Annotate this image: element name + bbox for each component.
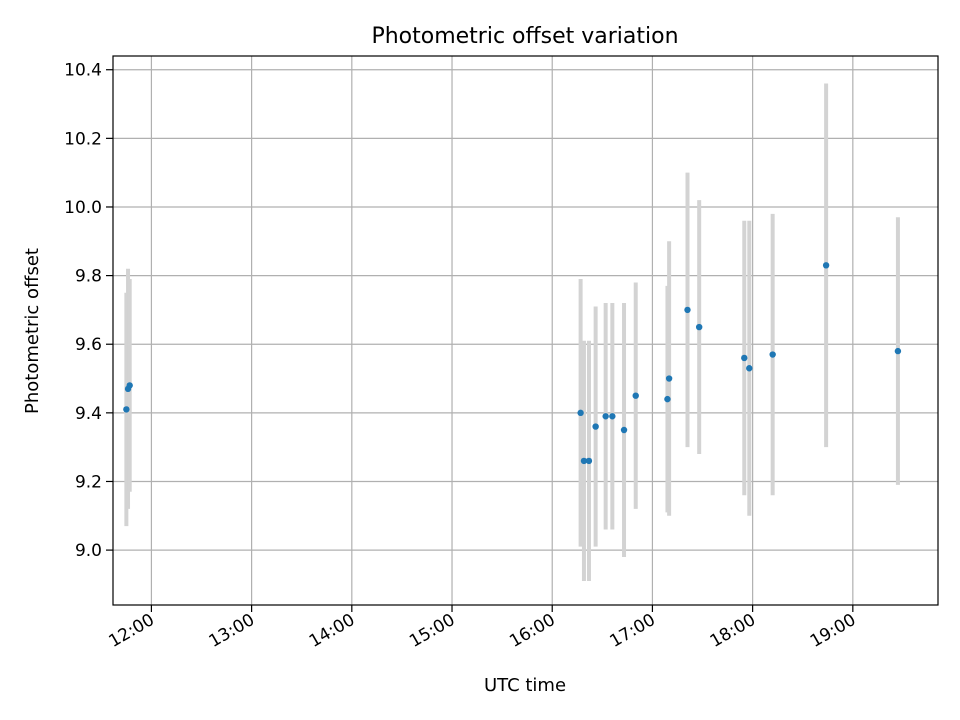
y-tick-label: 9.6 [75, 335, 102, 355]
x-axis-label: UTC time [484, 675, 566, 696]
data-point [746, 365, 753, 372]
x-tick-label: 16:00 [506, 610, 558, 652]
plot-area [113, 56, 938, 605]
x-tick-label: 12:00 [105, 610, 157, 652]
x-tick-label: 15:00 [406, 610, 458, 652]
y-tick-label: 10.2 [64, 129, 102, 149]
y-tick-label: 9.4 [75, 404, 102, 424]
data-point [894, 347, 902, 355]
x-tick-label: 14:00 [306, 610, 358, 652]
data-point [602, 413, 609, 420]
data-point [123, 406, 130, 413]
data-point [126, 382, 133, 389]
x-tick-label: 13:00 [206, 610, 258, 652]
data-point [684, 306, 691, 314]
data-point [822, 262, 830, 269]
data-point [580, 457, 588, 465]
chart-title: Photometric offset variation [371, 24, 678, 49]
data-point [665, 375, 673, 382]
y-tick-label: 9.8 [75, 267, 102, 287]
data-point [741, 354, 748, 362]
x-axis-ticks: 12:00 13:00 14:00 15:00 16:00 17:00 18:00 19:00 [105, 605, 859, 652]
x-tick-label: 18:00 [707, 610, 759, 652]
data-point [664, 395, 671, 403]
x-tick-label: 19:00 [807, 610, 859, 652]
data-point [592, 423, 599, 430]
grid [113, 56, 938, 605]
data-point [695, 323, 703, 331]
y-axis-ticks: 9.0 9.2 9.4 9.6 9.8 10.0 10.2 10.4 [64, 61, 113, 561]
data-point [632, 392, 639, 399]
data-point [769, 351, 776, 358]
y-tick-label: 10.0 [64, 198, 102, 218]
data-point [577, 409, 584, 417]
data-point [620, 426, 628, 434]
y-tick-label: 9.2 [75, 472, 102, 492]
data-point [609, 413, 616, 420]
y-tick-label: 9.0 [75, 541, 102, 561]
data-point [585, 457, 593, 465]
y-axis-label: Photometric offset [22, 248, 43, 414]
plot-frame [112, 55, 939, 606]
markers [123, 262, 902, 465]
y-tick-label: 10.4 [64, 61, 102, 81]
x-tick-label: 17:00 [606, 610, 658, 652]
